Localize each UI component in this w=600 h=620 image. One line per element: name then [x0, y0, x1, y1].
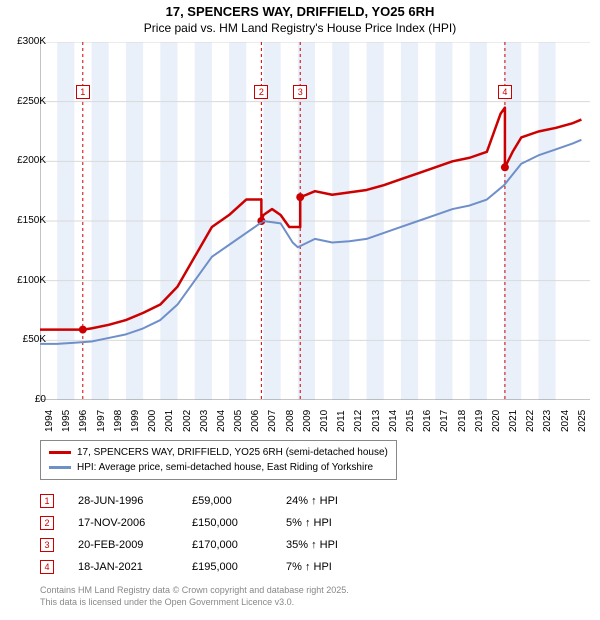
x-tick-label: 2025: [577, 410, 588, 432]
event-row: 1 28-JUN-1996 £59,000 24% ↑ HPI: [40, 490, 376, 512]
event-hpi: 7% ↑ HPI: [286, 561, 376, 573]
y-tick-label: £100K: [6, 275, 46, 286]
x-tick-label: 1996: [78, 410, 89, 432]
event-hpi: 24% ↑ HPI: [286, 495, 376, 507]
event-date: 18-JAN-2021: [78, 561, 168, 573]
x-tick-label: 2015: [405, 410, 416, 432]
x-tick-label: 2021: [508, 410, 519, 432]
x-tick-label: 2004: [216, 410, 227, 432]
event-date: 20-FEB-2009: [78, 539, 168, 551]
x-tick-label: 1997: [96, 410, 107, 432]
legend-label-price: 17, SPENCERS WAY, DRIFFIELD, YO25 6RH (s…: [77, 445, 388, 460]
x-tick-label: 2000: [147, 410, 158, 432]
x-tick-label: 2024: [560, 410, 571, 432]
legend-row-hpi: HPI: Average price, semi-detached house,…: [49, 460, 388, 475]
x-tick-label: 2019: [474, 410, 485, 432]
x-tick-label: 2020: [491, 410, 502, 432]
x-tick-label: 2017: [439, 410, 450, 432]
address-title: 17, SPENCERS WAY, DRIFFIELD, YO25 6RH: [0, 4, 600, 19]
y-tick-label: £300K: [6, 36, 46, 47]
chart-container: 17, SPENCERS WAY, DRIFFIELD, YO25 6RH Pr…: [0, 0, 600, 620]
x-tick-label: 2022: [525, 410, 536, 432]
x-tick-label: 2012: [353, 410, 364, 432]
event-row: 3 20-FEB-2009 £170,000 35% ↑ HPI: [40, 534, 376, 556]
x-tick-label: 2007: [267, 410, 278, 432]
x-tick-label: 2011: [336, 410, 347, 432]
event-box-4: 4: [40, 560, 54, 574]
x-tick-label: 2014: [388, 410, 399, 432]
event-row: 2 17-NOV-2006 £150,000 5% ↑ HPI: [40, 512, 376, 534]
event-price: £195,000: [192, 561, 262, 573]
event-box-2: 2: [40, 516, 54, 530]
footer-line2: This data is licensed under the Open Gov…: [40, 597, 349, 609]
x-tick-label: 1995: [61, 410, 72, 432]
x-tick-label: 2010: [319, 410, 330, 432]
event-price: £150,000: [192, 517, 262, 529]
event-price: £59,000: [192, 495, 262, 507]
subtitle: Price paid vs. HM Land Registry's House …: [0, 21, 600, 35]
legend-row-price: 17, SPENCERS WAY, DRIFFIELD, YO25 6RH (s…: [49, 445, 388, 460]
x-tick-label: 2002: [182, 410, 193, 432]
y-tick-label: £0: [6, 394, 46, 405]
legend-line-price: [49, 451, 71, 454]
event-price: £170,000: [192, 539, 262, 551]
x-tick-label: 2005: [233, 410, 244, 432]
x-tick-label: 2008: [285, 410, 296, 432]
legend: 17, SPENCERS WAY, DRIFFIELD, YO25 6RH (s…: [40, 440, 397, 480]
legend-line-hpi: [49, 466, 71, 469]
x-tick-label: 2009: [302, 410, 313, 432]
x-tick-label: 2016: [422, 410, 433, 432]
x-tick-label: 2013: [371, 410, 382, 432]
x-tick-label: 1999: [130, 410, 141, 432]
x-tick-label: 2023: [542, 410, 553, 432]
event-row: 4 18-JAN-2021 £195,000 7% ↑ HPI: [40, 556, 376, 578]
x-tick-label: 1998: [113, 410, 124, 432]
y-tick-label: £200K: [6, 155, 46, 166]
chart-marker-1: 1: [76, 85, 90, 99]
footer: Contains HM Land Registry data © Crown c…: [40, 585, 349, 608]
x-tick-label: 2003: [199, 410, 210, 432]
event-date: 17-NOV-2006: [78, 517, 168, 529]
x-tick-label: 1994: [44, 410, 55, 432]
x-tick-label: 2006: [250, 410, 261, 432]
title-block: 17, SPENCERS WAY, DRIFFIELD, YO25 6RH Pr…: [0, 0, 600, 35]
events-table: 1 28-JUN-1996 £59,000 24% ↑ HPI 2 17-NOV-2006…: [40, 490, 376, 578]
chart-marker-2: 2: [254, 85, 268, 99]
event-hpi: 5% ↑ HPI: [286, 517, 376, 529]
y-tick-label: £150K: [6, 215, 46, 226]
chart-marker-4: 4: [498, 85, 512, 99]
y-tick-label: £50K: [6, 334, 46, 345]
chart-marker-3: 3: [293, 85, 307, 99]
legend-label-hpi: HPI: Average price, semi-detached house,…: [77, 460, 373, 475]
event-box-1: 1: [40, 494, 54, 508]
event-date: 28-JUN-1996: [78, 495, 168, 507]
event-box-3: 3: [40, 538, 54, 552]
y-tick-label: £250K: [6, 96, 46, 107]
x-tick-label: 2001: [164, 410, 175, 432]
footer-line1: Contains HM Land Registry data © Crown c…: [40, 585, 349, 597]
x-axis-labels: 1994 1995 1996 1997 1998 1999 2000 2001 2002 2003…: [40, 400, 590, 436]
x-tick-label: 2018: [457, 410, 468, 432]
event-hpi: 35% ↑ HPI: [286, 539, 376, 551]
